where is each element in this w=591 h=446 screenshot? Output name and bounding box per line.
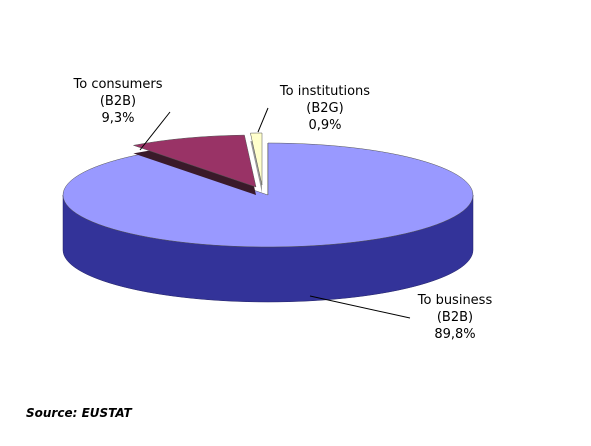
- slice-label: To business (B2B) 89,8%: [405, 292, 505, 343]
- leader-line: [257, 107, 269, 133]
- category-label: To consumers (B2B): [73, 77, 163, 109]
- value-label: 0,9%: [308, 118, 342, 133]
- source-note: Source: EUSTAT: [26, 406, 132, 420]
- category-label: To business (B2B): [417, 293, 493, 325]
- leader-line: [139, 111, 171, 151]
- slice-label: To consumers (B2B) 9,3%: [63, 76, 173, 127]
- slice-label: To institutions (B2G) 0,9%: [264, 83, 386, 134]
- value-label: 89,8%: [434, 327, 476, 342]
- pie-slice: [132, 134, 257, 188]
- category-label: To institutions (B2G): [279, 84, 371, 116]
- pie-slice: [250, 132, 263, 186]
- pie-slice: [62, 142, 474, 248]
- value-label: 9,3%: [101, 111, 135, 126]
- leader-line: [309, 295, 411, 319]
